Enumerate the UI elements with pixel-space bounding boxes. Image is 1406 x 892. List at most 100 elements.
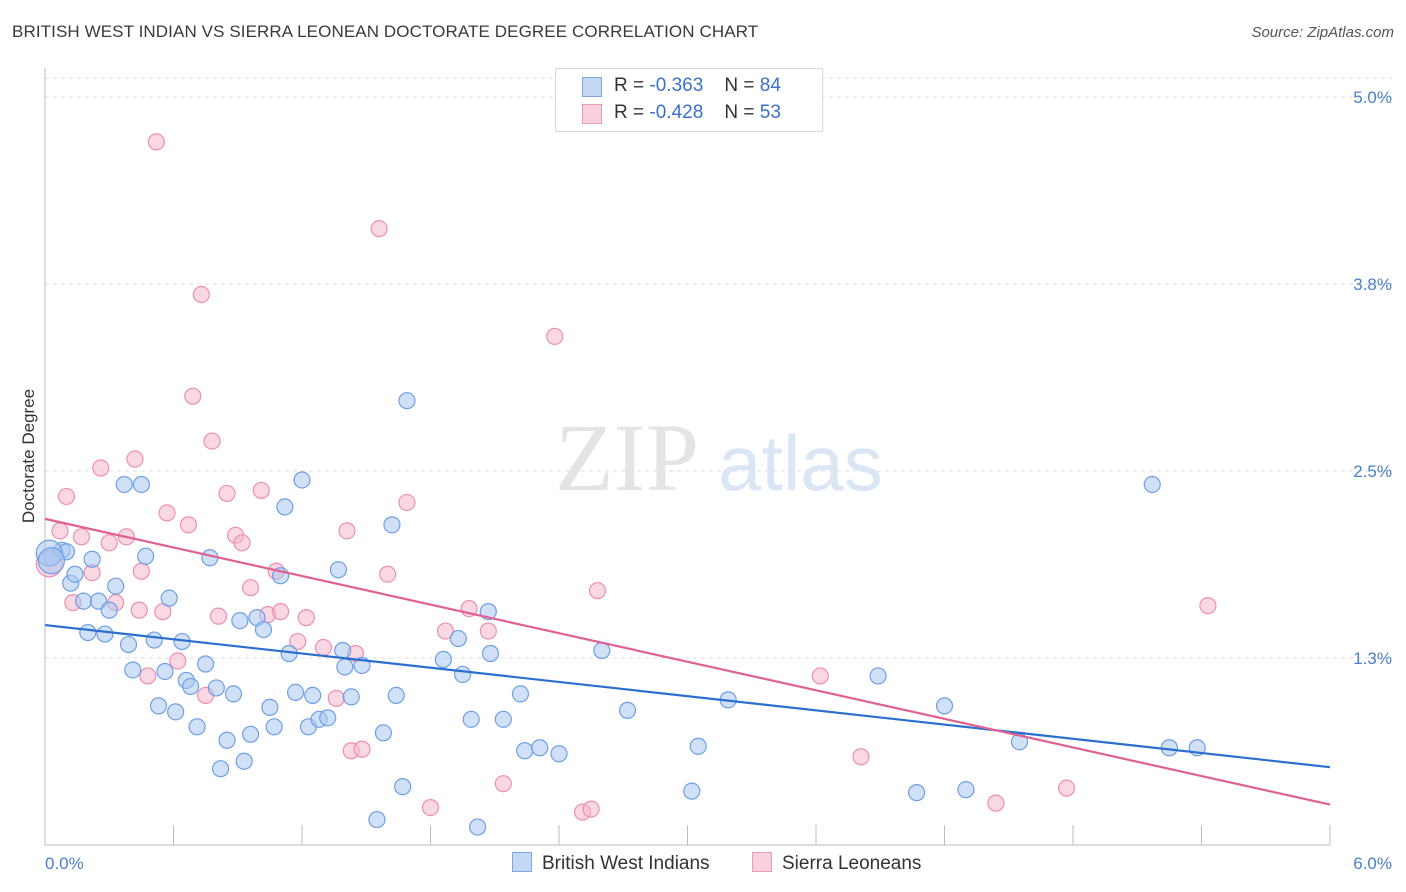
data-point xyxy=(370,220,388,238)
data-point xyxy=(184,387,202,405)
y-tick-label: 2.5% xyxy=(1353,462,1392,481)
data-point xyxy=(203,432,221,450)
data-point xyxy=(935,697,954,715)
data-point xyxy=(119,635,138,654)
data-point xyxy=(374,724,392,742)
source-note: Source: ZipAtlas.com xyxy=(1251,24,1394,41)
data-point xyxy=(462,710,480,728)
data-point xyxy=(293,471,311,489)
data-point xyxy=(387,686,405,705)
data-point xyxy=(1143,475,1161,494)
legend-n-value: 53 xyxy=(759,102,781,123)
data-point xyxy=(156,662,174,681)
legend-n-label: N = xyxy=(724,102,755,123)
data-point xyxy=(289,632,307,651)
data-point xyxy=(852,748,870,766)
y-axis-label: Doctorate Degree xyxy=(19,389,38,523)
data-point xyxy=(72,528,91,546)
data-point xyxy=(327,689,345,707)
data-point xyxy=(179,516,198,534)
data-point xyxy=(329,561,348,579)
data-point xyxy=(334,641,352,660)
data-point xyxy=(265,718,283,736)
data-point xyxy=(145,631,163,649)
data-point xyxy=(479,622,497,640)
data-point xyxy=(107,577,125,595)
legend-r-value: -0.428 xyxy=(649,102,704,123)
trend-lines xyxy=(44,517,1331,806)
bottom-legend-swatch-pink xyxy=(752,852,772,872)
chart-title: BRITISH WEST INDIAN VS SIERRA LEONEAN DO… xyxy=(12,22,759,41)
trend-line xyxy=(44,623,1331,769)
data-point xyxy=(83,550,101,568)
data-point xyxy=(167,703,185,721)
data-point xyxy=(811,667,829,685)
data-point xyxy=(51,522,69,540)
watermark-atlas: atlas xyxy=(718,419,883,507)
data-point xyxy=(207,679,225,697)
x-tick-label-max: 6.0% xyxy=(1353,854,1392,873)
data-point xyxy=(398,493,416,512)
data-point xyxy=(319,709,337,727)
data-point xyxy=(618,701,637,719)
data-point xyxy=(218,731,236,749)
data-point xyxy=(132,475,150,494)
data-point xyxy=(550,745,568,763)
data-point xyxy=(57,487,76,506)
data-point xyxy=(96,625,114,643)
legend-r-label: R = xyxy=(614,102,645,123)
data-point xyxy=(147,133,165,151)
data-point xyxy=(192,285,210,304)
data-point xyxy=(235,752,253,770)
data-point xyxy=(252,481,270,500)
data-point xyxy=(304,686,322,705)
watermark: ZIP atlas xyxy=(555,404,883,511)
data-point xyxy=(449,629,467,648)
legend-r-label: R = xyxy=(614,75,645,96)
data-point xyxy=(454,665,472,684)
data-point xyxy=(197,655,215,673)
data-point xyxy=(212,760,230,778)
data-point xyxy=(436,622,455,640)
data-point xyxy=(398,392,416,410)
legend-r-value: -0.363 xyxy=(649,75,704,96)
data-point xyxy=(469,818,487,836)
data-point xyxy=(546,327,564,345)
x-tick-label-min: 0.0% xyxy=(45,854,84,873)
legend-n-label: N = xyxy=(724,75,755,96)
data-point xyxy=(494,710,512,728)
data-point xyxy=(137,547,155,565)
watermark-zip: ZIP xyxy=(555,404,699,511)
data-point xyxy=(421,798,440,817)
data-point xyxy=(218,484,236,503)
legend-n-value: 84 xyxy=(759,75,781,96)
data-point xyxy=(224,685,243,703)
data-point xyxy=(342,688,360,706)
data-point xyxy=(394,778,412,796)
data-point xyxy=(242,579,260,597)
data-point xyxy=(683,782,701,800)
data-point xyxy=(379,565,397,583)
data-point xyxy=(314,638,333,657)
legend-swatch-blue xyxy=(582,77,602,97)
data-point xyxy=(434,650,452,669)
data-point xyxy=(516,742,534,760)
data-point xyxy=(100,534,118,552)
y-tick-label: 5.0% xyxy=(1353,88,1392,107)
y-tick-label: 3.8% xyxy=(1353,275,1392,294)
data-point xyxy=(188,718,206,736)
bottom-legend-label: British West Indians xyxy=(542,853,710,874)
data-point xyxy=(254,620,273,639)
data-point xyxy=(987,794,1005,812)
data-point xyxy=(92,459,110,477)
data-point xyxy=(494,775,512,793)
y-tick-label: 1.3% xyxy=(1353,649,1392,668)
data-point xyxy=(588,582,607,600)
data-point xyxy=(957,781,975,799)
data-point xyxy=(286,683,305,702)
trend-line xyxy=(44,517,1331,806)
data-point xyxy=(368,810,386,829)
data-point xyxy=(383,516,401,534)
data-point xyxy=(297,609,315,627)
